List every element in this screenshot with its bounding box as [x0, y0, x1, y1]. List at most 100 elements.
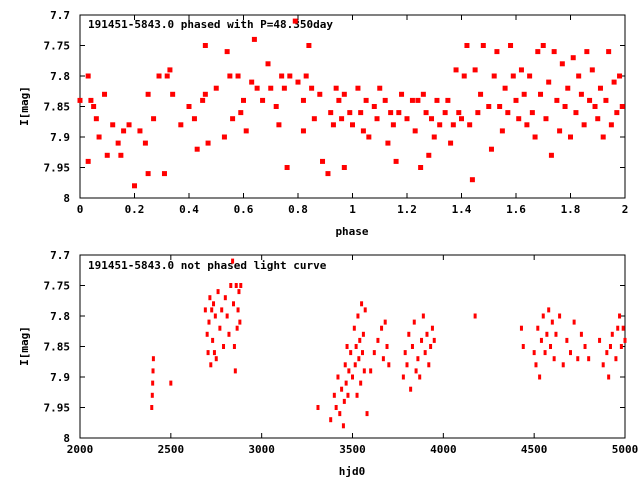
data-point [333, 85, 339, 91]
data-point [202, 43, 208, 48]
data-point [369, 368, 373, 374]
data-point [414, 368, 418, 374]
data-point [235, 73, 241, 79]
data-point [233, 368, 237, 374]
data-point [614, 110, 620, 116]
data-point [232, 301, 236, 307]
data-point [554, 97, 560, 103]
data-point [354, 344, 358, 349]
data-point [317, 91, 323, 97]
data-point [220, 307, 224, 313]
data-point [93, 116, 99, 122]
data-point [169, 380, 173, 386]
data-point [85, 158, 91, 164]
data-point [480, 43, 486, 48]
data-point [224, 49, 230, 55]
data-point [213, 85, 219, 91]
data-point [231, 258, 235, 264]
data-point [403, 350, 407, 356]
data-point [178, 122, 184, 128]
data-point [611, 79, 617, 85]
data-point [284, 165, 290, 170]
data-point [445, 97, 451, 103]
data-point [342, 398, 346, 404]
data-point [295, 79, 301, 85]
x-tick-label: 4000 [430, 443, 457, 456]
data-point [227, 331, 231, 337]
data-point [202, 91, 208, 97]
data-point [340, 386, 344, 392]
data-point [341, 423, 345, 429]
data-point [151, 380, 155, 386]
data-point [418, 165, 424, 170]
data-point [502, 85, 508, 91]
data-point [578, 91, 584, 97]
x-axis-label: phase [335, 225, 368, 238]
data-point [385, 140, 391, 146]
data-point [603, 97, 609, 103]
data-point [227, 73, 233, 79]
data-point [545, 331, 549, 337]
data-point [539, 337, 543, 343]
data-point [508, 43, 514, 48]
data-point [587, 356, 591, 362]
data-point [276, 122, 282, 128]
plot-frame [79, 14, 626, 199]
data-point [412, 319, 416, 325]
x-tick-label: 0.2 [125, 203, 145, 216]
data-point [486, 104, 492, 109]
data-point [213, 313, 217, 319]
data-point [360, 128, 366, 134]
data-point [208, 295, 212, 301]
data-point [494, 49, 500, 55]
data-point [311, 116, 317, 122]
y-tick-label: 8 [63, 432, 70, 445]
data-point [150, 405, 154, 410]
data-point [412, 128, 418, 134]
data-point [341, 165, 347, 170]
data-point [616, 325, 620, 331]
data-point [359, 380, 363, 386]
data-point [235, 325, 239, 331]
data-point [339, 116, 345, 122]
data-point [488, 146, 494, 152]
data-point [464, 43, 470, 48]
data-point [362, 368, 366, 374]
data-point [529, 110, 535, 116]
data-point [212, 350, 216, 356]
data-point [102, 91, 108, 97]
data-point [581, 122, 587, 128]
data-point [167, 67, 173, 73]
data-point [570, 55, 576, 61]
x-tick-label: 0.8 [288, 203, 308, 216]
y-tick-label: 8 [63, 192, 70, 205]
data-point [254, 85, 260, 91]
data-point [225, 313, 229, 319]
data-point [292, 18, 298, 24]
data-point [241, 97, 246, 103]
data-point [546, 79, 552, 85]
data-point [161, 171, 167, 177]
data-point [346, 392, 350, 398]
data-point [600, 134, 606, 140]
data-point [142, 140, 148, 146]
data-point [587, 97, 593, 103]
data-point [559, 61, 565, 67]
data-point [214, 356, 218, 362]
data-point [88, 97, 94, 103]
data-point [191, 116, 197, 122]
data-point [450, 122, 456, 128]
data-point [524, 122, 530, 128]
data-point [212, 301, 216, 307]
data-point [218, 325, 222, 331]
data-point [549, 344, 553, 349]
data-point [366, 134, 372, 140]
data-point [568, 134, 573, 140]
data-point [610, 331, 614, 337]
data-point [401, 374, 405, 380]
unphased-light-curve-panel: 191451-5843.0 not phased light curve hjd… [18, 249, 638, 478]
data-point [347, 368, 351, 374]
data-point [380, 325, 384, 331]
data-point [405, 362, 409, 368]
x-tick-label: 1.6 [506, 203, 526, 216]
